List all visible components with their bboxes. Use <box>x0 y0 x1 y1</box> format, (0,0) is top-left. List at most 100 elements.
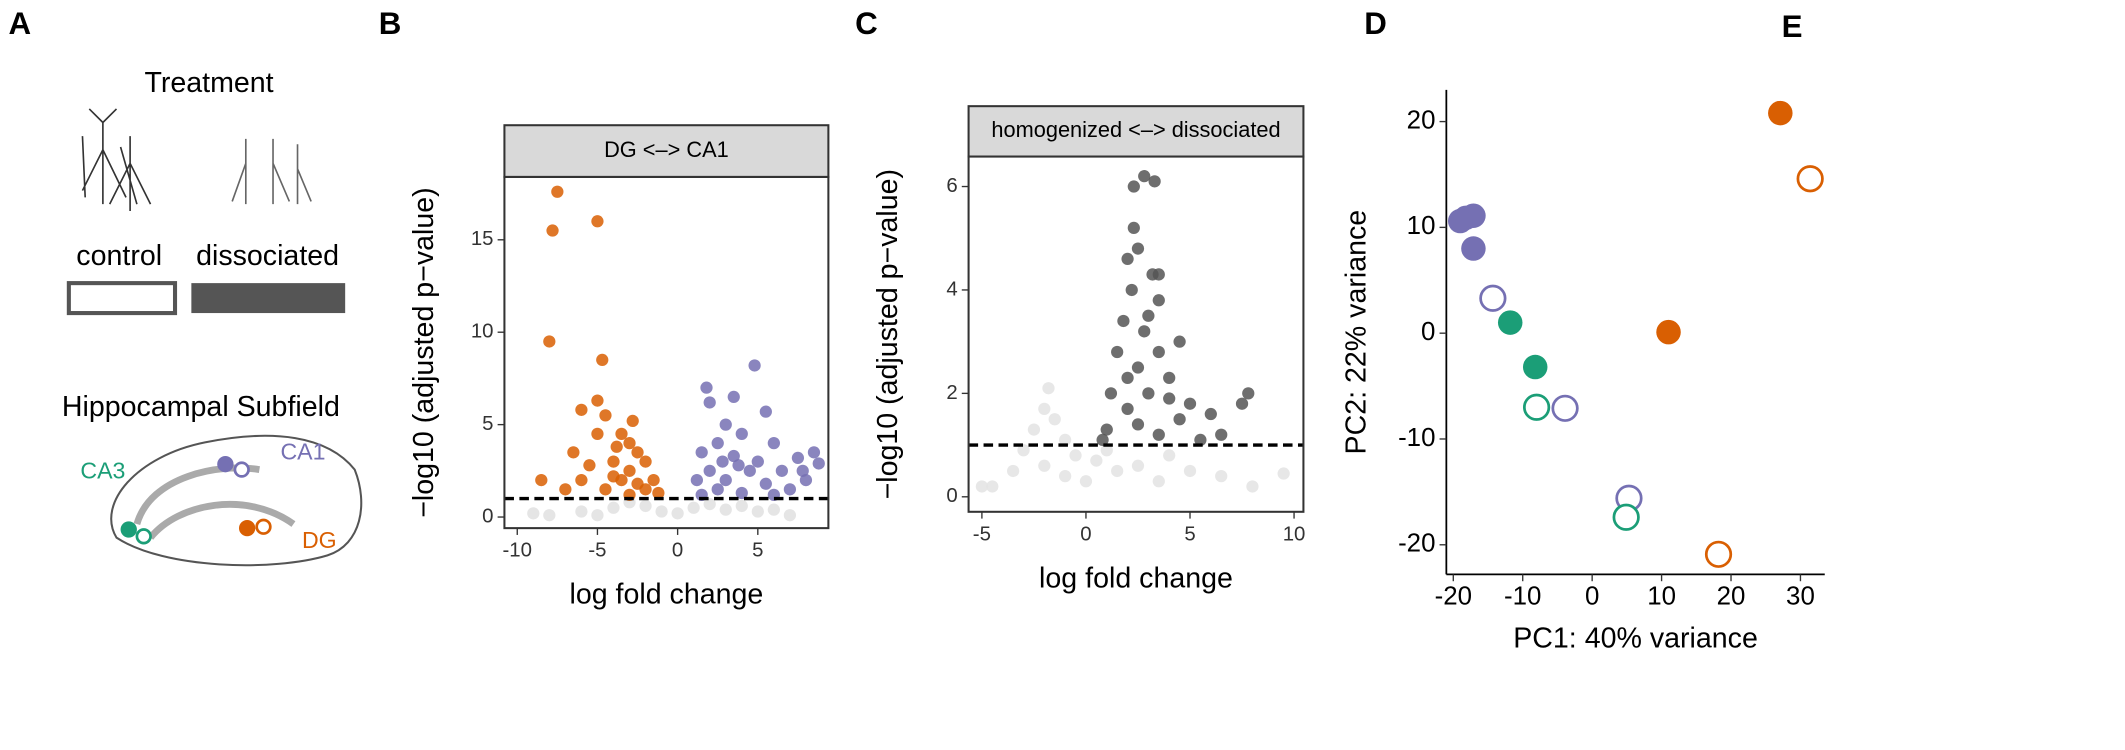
ca3-marker <box>120 521 137 538</box>
point <box>1163 392 1176 405</box>
point <box>1104 387 1118 400</box>
point <box>716 455 729 468</box>
treatment-title: Treatment <box>144 67 273 99</box>
point <box>591 509 604 522</box>
point <box>631 477 644 490</box>
point <box>812 457 825 470</box>
point <box>607 470 620 483</box>
point <box>975 480 989 493</box>
point <box>711 483 724 496</box>
point <box>1497 310 1523 335</box>
y-axis-label: PC2: 22% variance <box>1340 210 1372 455</box>
point <box>1138 170 1151 183</box>
x-tick-label: -10 <box>1504 582 1541 610</box>
panel-border <box>503 175 830 530</box>
point <box>703 497 716 511</box>
panel-label: A <box>9 6 32 41</box>
point <box>719 418 732 431</box>
point <box>615 427 628 440</box>
dissociated-swatch <box>191 283 346 314</box>
point <box>1522 354 1548 380</box>
dg-marker <box>238 519 256 537</box>
point <box>1152 345 1165 359</box>
point <box>783 509 797 522</box>
point <box>575 473 588 487</box>
point <box>591 394 604 407</box>
point <box>655 505 668 518</box>
point <box>1656 319 1681 345</box>
point <box>687 501 700 514</box>
y-tick-label: 6 <box>946 175 957 197</box>
point <box>1100 444 1113 457</box>
x-tick-label: 5 <box>1184 523 1195 545</box>
point <box>626 414 639 428</box>
x-tick-label: 0 <box>1585 582 1599 610</box>
point <box>652 486 665 500</box>
chart: DG <–> CA1 -10 -5 0 5 0 5 10 15 log fold change −l… <box>408 124 830 611</box>
strip <box>503 124 830 178</box>
panel-border <box>967 155 1305 513</box>
point <box>1246 480 1259 493</box>
point <box>807 446 821 459</box>
point <box>1131 242 1145 255</box>
point <box>1152 268 1165 281</box>
chart: -20 -10 0 10 20 30 -20 -10 0 10 20 PC1: 40% varianc… <box>1340 89 1825 654</box>
neuron-icons <box>81 108 312 211</box>
point <box>735 486 748 500</box>
point <box>1612 503 1640 531</box>
point <box>639 455 652 468</box>
y-axis-label: −log10 (adjusted p−value) <box>872 169 904 499</box>
point <box>671 507 684 520</box>
point <box>543 335 556 348</box>
point <box>1125 283 1138 297</box>
point <box>1111 464 1124 478</box>
x-tick-label: -10 <box>503 540 532 562</box>
y-tick-label: -10 <box>1398 424 1435 452</box>
strip-title: homogenized <–> dissociated <box>991 117 1280 142</box>
y-tick-label: 0 <box>1421 318 1435 346</box>
point <box>1127 180 1140 193</box>
point <box>1152 294 1165 307</box>
y-tick-label: 5 <box>482 413 493 435</box>
point <box>799 473 813 487</box>
x-axis-label: PC1: 40% variance <box>1513 622 1758 654</box>
x-tick-label: -5 <box>973 523 991 545</box>
point <box>596 353 609 367</box>
point <box>727 449 740 463</box>
point <box>1173 413 1186 426</box>
point <box>1235 397 1249 410</box>
point <box>986 480 999 493</box>
point <box>743 464 756 477</box>
ca1-marker <box>233 461 250 478</box>
point <box>791 451 805 465</box>
y-tick-label: 0 <box>482 505 493 527</box>
point <box>1173 335 1186 348</box>
point <box>1006 464 1020 478</box>
point <box>1242 387 1255 400</box>
point <box>575 505 588 518</box>
point <box>1121 252 1134 266</box>
point <box>767 503 780 516</box>
point <box>1100 423 1113 436</box>
point <box>751 455 764 468</box>
ca1-marker <box>217 455 234 473</box>
x-axis-label: log fold change <box>569 579 763 611</box>
point <box>1059 469 1072 483</box>
point <box>575 403 588 416</box>
point <box>591 215 604 228</box>
x-axis-label: log fold change <box>1039 562 1233 594</box>
point <box>639 499 652 513</box>
point <box>1117 314 1130 328</box>
panel-label: B <box>379 6 402 41</box>
dg-marker <box>255 518 272 535</box>
point <box>783 483 797 496</box>
point <box>703 464 716 477</box>
treatment-label: dissociated <box>196 240 339 272</box>
point <box>1090 454 1103 467</box>
point <box>583 459 596 472</box>
panel-label: E <box>1782 9 1803 44</box>
point <box>623 464 636 477</box>
point <box>732 459 745 472</box>
points <box>1447 100 1824 568</box>
point <box>546 224 559 237</box>
